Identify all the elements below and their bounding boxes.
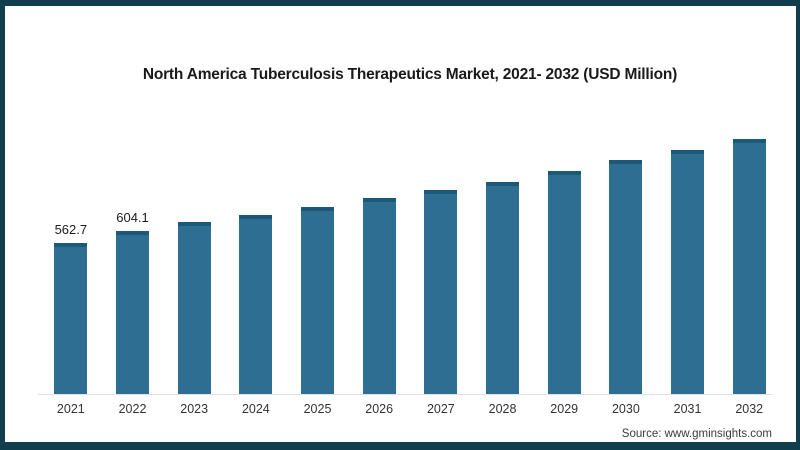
bar-chart-plot-area: 562.7 2021 604.1 2022 2023 2024 2025 2026 2027 20…	[40, 122, 780, 416]
x-tick-label: 2027	[426, 402, 455, 416]
bar-column: 2031	[657, 122, 719, 416]
bar-column: 604.1 2022	[102, 122, 164, 416]
x-tick-label: 2026	[365, 402, 394, 416]
bar-2022	[116, 231, 149, 394]
bar-column: 2029	[533, 122, 595, 416]
bar-value-label: 604.1	[116, 210, 149, 225]
x-tick-label: 2031	[673, 402, 702, 416]
bar-2032	[732, 139, 766, 394]
x-tick-label: 2032	[735, 402, 764, 416]
bar-2025	[301, 207, 335, 394]
bar-2026	[362, 198, 396, 394]
bar-2024	[239, 215, 273, 394]
x-tick-label: 2024	[241, 402, 270, 416]
bar-value-label: 562.7	[54, 222, 88, 237]
x-tick-label: 2029	[550, 402, 579, 416]
bar-column: 2032	[718, 122, 780, 416]
bar-2021	[54, 243, 88, 394]
bar-2023	[177, 222, 211, 394]
x-tick-label: 2022	[118, 402, 147, 416]
source-attribution: Source: www.gminsights.com	[621, 428, 772, 440]
x-tick-label: 2023	[180, 402, 209, 416]
bar-column: 2023	[163, 122, 225, 416]
bar-2027	[424, 190, 458, 394]
bar-column: 2028	[472, 122, 534, 416]
bar-column: 2026	[348, 122, 410, 416]
x-tick-label: 2030	[611, 402, 640, 416]
x-tick-label: 2028	[488, 402, 517, 416]
bar-column: 2027	[410, 122, 472, 416]
bar-column: 2030	[595, 122, 657, 416]
x-tick-label: 2025	[303, 402, 332, 416]
bar-2029	[547, 171, 581, 394]
bar-column: 562.7 2021	[40, 122, 102, 416]
x-tick-label: 2021	[56, 402, 85, 416]
bar-2030	[609, 160, 643, 394]
x-axis-line	[38, 394, 772, 395]
bar-column: 2024	[225, 122, 287, 416]
bar-column: 2025	[287, 122, 349, 416]
bar-2031	[671, 150, 705, 394]
bar-2028	[486, 182, 520, 394]
chart-title: North America Tuberculosis Therapeutics …	[142, 66, 678, 83]
